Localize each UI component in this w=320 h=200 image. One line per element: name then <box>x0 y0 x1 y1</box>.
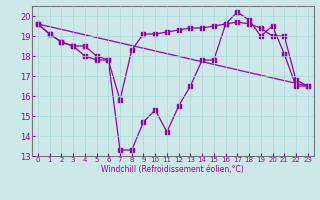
X-axis label: Windchill (Refroidissement éolien,°C): Windchill (Refroidissement éolien,°C) <box>101 165 244 174</box>
